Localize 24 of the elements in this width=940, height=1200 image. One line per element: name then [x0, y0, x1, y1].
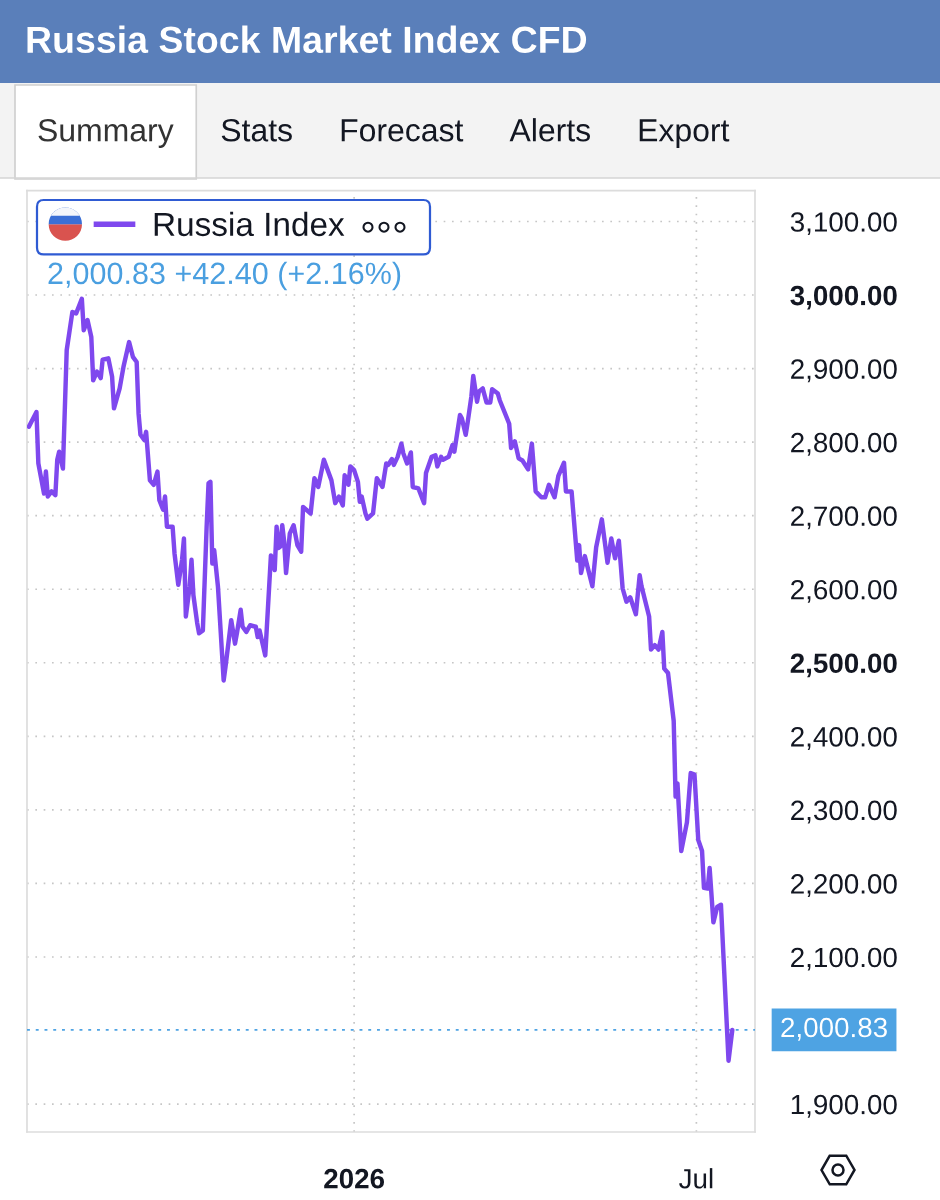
y-tick-label: 2,500.00	[790, 653, 897, 678]
y-tick-label: 2,100.00	[791, 947, 897, 971]
x-tick-label: Jul	[679, 1168, 713, 1189]
y-tick-label: 2,200.00	[791, 874, 897, 898]
text: Alerts	[509, 118, 590, 142]
ref-line-label: 2,000.83	[781, 1017, 887, 1041]
y-tick-label: 2,300.00	[791, 800, 897, 824]
text: Stats	[221, 118, 292, 142]
text: Export	[639, 119, 730, 148]
chart-title: Russia Stock Market Index CFD	[27, 25, 587, 54]
y-tick-label: 2,900.00	[791, 359, 897, 383]
y-tick-label: 2,700.00	[791, 506, 897, 530]
y-tick-label: 3,000.00	[790, 285, 897, 310]
line-series	[27, 296, 735, 1063]
y-tick-label: 1,900.00	[791, 1094, 897, 1118]
y-tick-label: 2,800.00	[791, 432, 897, 456]
text: Forecast	[341, 119, 464, 142]
text: Summary	[38, 118, 174, 148]
y-tick-label: 3,100.00	[790, 212, 897, 236]
y-tick-label: 2,400.00	[791, 726, 897, 750]
text: 2,000.83 +42.40 (+2.16%)	[48, 261, 401, 291]
legend-label: Russia Index	[154, 211, 345, 237]
x-tick-label: 2026	[324, 1168, 385, 1189]
y-tick-label: 2,600.00	[791, 579, 897, 603]
